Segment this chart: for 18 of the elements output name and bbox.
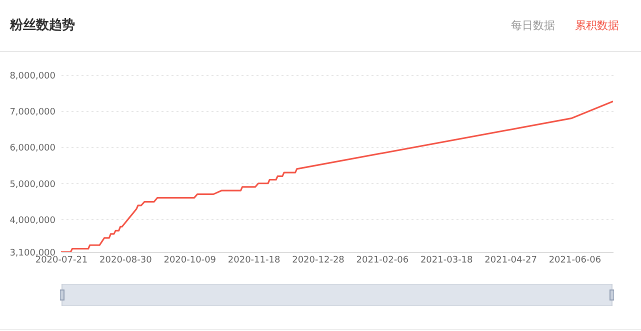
x-tick-label: 2021-02-06 [356, 256, 409, 266]
y-tick-label: 7,000,000 [10, 108, 56, 118]
text: 每日数据 [511, 19, 555, 32]
y-tick-label: 4,000,000 [10, 216, 56, 226]
x-tick-label: 2020-10-09 [164, 256, 216, 266]
x-tick-label: 2020-07-21 [35, 256, 88, 266]
line-series [61, 100, 613, 252]
y-tick-label: 6,000,000 [10, 144, 56, 154]
x-tick-label: 2021-06-06 [548, 256, 602, 266]
y-tick-label: 8,000,000 [10, 72, 56, 82]
x-tick-label: 2021-03-18 [420, 256, 474, 266]
x-tick-label: 2020-12-28 [292, 256, 345, 266]
y-tick-label: 5,000,000 [10, 180, 56, 190]
x-tick-label: 2021-04-27 [484, 256, 537, 266]
text: 累积数据 [575, 19, 619, 32]
x-tick-label: 2020-11-18 [228, 256, 280, 266]
chart-title: 粉丝数趋势 [10, 17, 75, 34]
x-tick-label: 2020-08-30 [100, 256, 152, 266]
